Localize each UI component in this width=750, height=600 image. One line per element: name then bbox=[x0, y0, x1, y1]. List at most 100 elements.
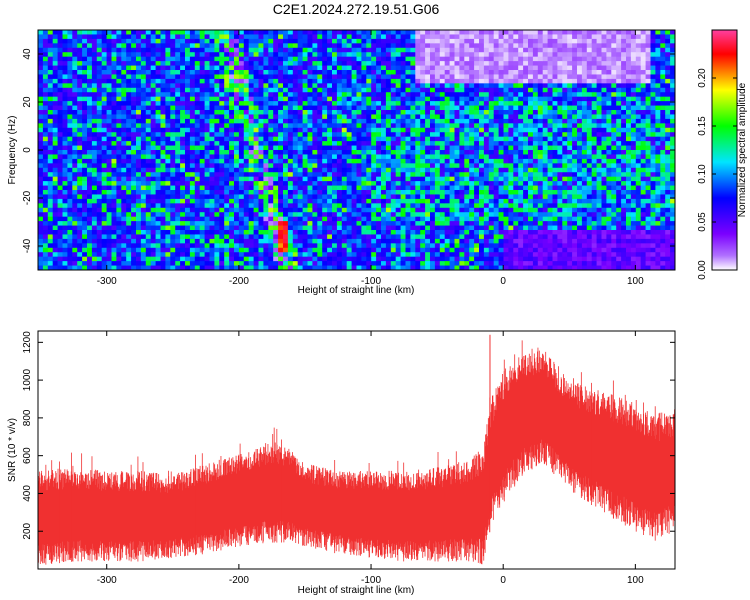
heatmap-cell bbox=[180, 207, 186, 213]
heatmap-cell bbox=[400, 176, 406, 182]
heatmap-cell bbox=[273, 74, 279, 80]
heatmap-cell bbox=[47, 216, 54, 222]
heatmap-cell bbox=[356, 154, 362, 160]
heatmap-cell bbox=[136, 150, 142, 155]
heatmap-cell bbox=[415, 154, 421, 160]
heatmap-cell bbox=[410, 230, 416, 235]
heatmap-cell bbox=[351, 132, 357, 138]
heatmap-cell bbox=[371, 265, 377, 270]
heatmap-cell bbox=[96, 194, 103, 200]
heatmap-cell bbox=[434, 261, 441, 266]
heatmap-cell bbox=[366, 163, 372, 169]
heatmap-cell bbox=[287, 105, 294, 111]
heatmap-cell bbox=[101, 167, 107, 173]
heatmap-cell bbox=[449, 176, 455, 182]
heatmap-cell bbox=[47, 261, 54, 266]
heatmap-cell bbox=[385, 96, 392, 102]
heatmap-cell bbox=[390, 163, 397, 169]
heatmap-cell bbox=[346, 194, 352, 200]
heatmap-cell bbox=[131, 154, 137, 160]
heatmap-cell bbox=[278, 261, 284, 266]
heatmap-cell bbox=[209, 43, 215, 49]
heatmap-cell bbox=[366, 181, 372, 186]
heatmap-cell bbox=[390, 65, 397, 71]
heatmap-cell bbox=[400, 230, 406, 235]
heatmap-cell bbox=[454, 141, 460, 146]
heatmap-cell bbox=[405, 141, 411, 146]
heatmap-cell bbox=[351, 185, 357, 191]
heatmap-cell bbox=[307, 74, 313, 80]
heatmap-cell bbox=[263, 198, 269, 204]
heatmap-cell bbox=[287, 34, 294, 40]
heatmap-cell bbox=[395, 38, 401, 44]
heatmap-cell bbox=[287, 185, 294, 191]
heatmap-cell bbox=[96, 136, 103, 142]
heatmap-cell bbox=[185, 38, 191, 44]
heatmap-cell bbox=[371, 65, 377, 71]
heatmap-cell bbox=[469, 238, 475, 244]
heatmap-cell bbox=[194, 158, 201, 164]
heatmap-cell bbox=[126, 61, 132, 66]
heatmap-cell bbox=[199, 141, 205, 146]
heatmap-cell bbox=[415, 43, 421, 49]
heatmap-cell bbox=[199, 61, 205, 66]
heatmap-cell bbox=[469, 52, 475, 58]
heatmap-cell bbox=[420, 261, 426, 266]
heatmap-cell bbox=[434, 56, 441, 62]
heatmap-cell bbox=[317, 52, 323, 58]
heatmap-cell bbox=[483, 56, 490, 62]
heatmap-cell bbox=[253, 87, 259, 93]
heatmap-cell bbox=[376, 87, 382, 93]
heatmap-cell bbox=[459, 225, 465, 231]
heatmap-cell bbox=[145, 78, 152, 84]
heatmap-cell bbox=[87, 110, 93, 115]
heatmap-cell bbox=[479, 105, 485, 111]
heatmap-cell bbox=[341, 203, 348, 209]
heatmap-cell bbox=[194, 176, 201, 182]
heatmap-cell bbox=[263, 212, 269, 218]
heatmap-cell bbox=[268, 243, 274, 249]
heatmap-cell bbox=[140, 150, 147, 155]
heatmap-cell bbox=[454, 158, 460, 164]
heatmap-cell bbox=[327, 203, 333, 209]
heatmap-cell bbox=[376, 256, 382, 262]
heatmap-cell bbox=[439, 65, 446, 71]
heatmap-cell bbox=[332, 136, 338, 142]
heatmap-cell bbox=[194, 190, 201, 195]
heatmap-cell bbox=[307, 38, 313, 44]
heatmap-cell bbox=[121, 230, 127, 235]
heatmap-cell bbox=[287, 52, 294, 58]
heatmap-cell bbox=[405, 158, 411, 164]
heatmap-cell bbox=[131, 247, 137, 253]
heatmap-cell bbox=[42, 78, 49, 84]
heatmap-cell bbox=[150, 216, 156, 222]
heatmap-cell bbox=[155, 158, 161, 164]
heatmap-cell bbox=[209, 123, 215, 129]
heatmap-cell bbox=[332, 118, 338, 124]
heatmap-cell bbox=[400, 221, 406, 226]
heatmap-cell bbox=[390, 154, 397, 160]
heatmap-cell bbox=[238, 136, 245, 142]
heatmap-cell bbox=[410, 70, 416, 75]
heatmap-cell bbox=[72, 61, 78, 66]
heatmap-cell bbox=[170, 185, 176, 191]
heatmap-cell bbox=[175, 96, 181, 102]
heatmap-cell bbox=[219, 207, 225, 213]
heatmap-cell bbox=[483, 198, 490, 204]
heatmap-cell bbox=[57, 127, 63, 133]
heatmap-cell bbox=[253, 154, 259, 160]
heatmap-cell bbox=[454, 265, 460, 270]
heatmap-cell bbox=[258, 190, 264, 195]
heatmap-cell bbox=[278, 65, 284, 71]
heatmap-cell bbox=[449, 238, 455, 244]
heatmap-cell bbox=[229, 234, 235, 240]
heatmap-cell bbox=[82, 145, 88, 151]
heatmap-cell bbox=[430, 114, 436, 120]
heatmap-cell bbox=[57, 154, 63, 160]
heatmap-cell bbox=[474, 150, 480, 155]
heatmap-cell bbox=[150, 261, 156, 266]
heatmap-cell bbox=[67, 212, 73, 218]
heatmap-cell bbox=[165, 207, 171, 213]
heatmap-cell bbox=[238, 181, 245, 186]
heatmap-cell bbox=[258, 127, 264, 133]
